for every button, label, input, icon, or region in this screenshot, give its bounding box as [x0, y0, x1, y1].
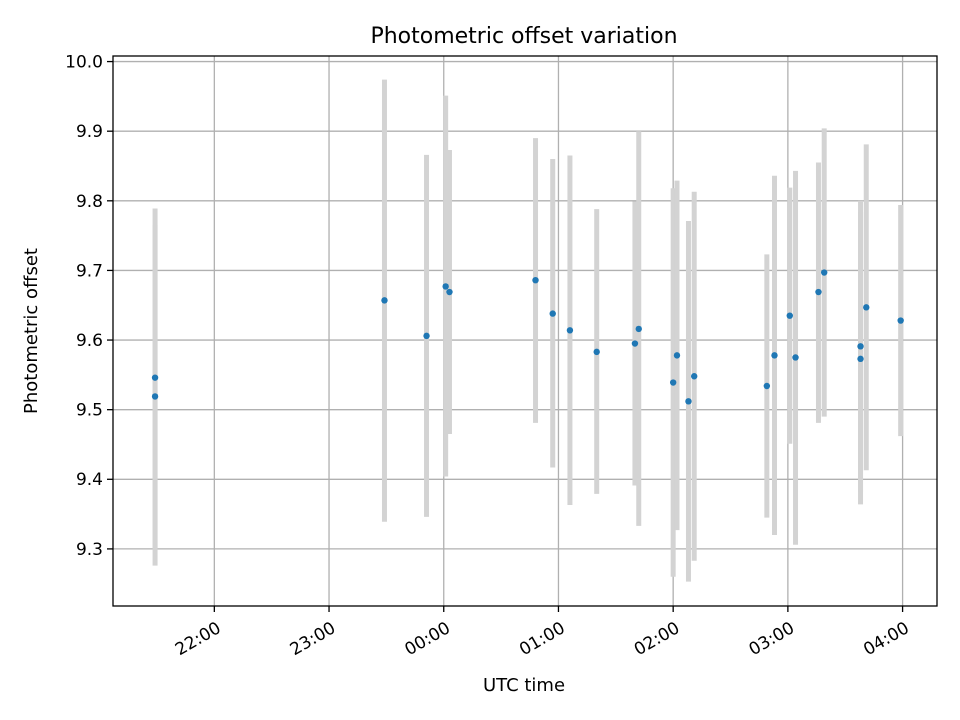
data-point — [690, 373, 698, 380]
data-point — [771, 352, 778, 359]
data-point — [821, 269, 828, 276]
x-axis-label: UTC time — [483, 675, 565, 696]
data-point — [792, 354, 799, 361]
data-point — [446, 288, 453, 296]
data-point — [423, 332, 430, 340]
data-point — [857, 343, 864, 350]
y-axis: 9.3 9.4 9.5 9.6 9.7 9.8 9.9 10.0 — [65, 53, 113, 560]
data-point — [635, 325, 642, 333]
y-tick-label: 9.9 — [76, 122, 103, 142]
data-point — [566, 327, 574, 334]
data-point — [815, 288, 822, 296]
y-tick-label: 9.8 — [76, 192, 103, 212]
chart-title: Photometric offset variation — [370, 24, 677, 49]
data-points — [151, 269, 904, 405]
plot-frame — [112, 55, 938, 607]
data-point — [685, 398, 692, 405]
y-tick-label: 9.5 — [76, 401, 103, 421]
y-axis-label: Photometric offset — [21, 248, 42, 414]
y-tick-label: 9.3 — [76, 540, 103, 560]
data-point — [151, 374, 159, 381]
data-point — [631, 340, 639, 347]
data-point — [593, 348, 600, 356]
data-point — [381, 297, 388, 304]
y-tick-label: 9.4 — [76, 470, 103, 490]
data-point — [532, 276, 539, 284]
data-point — [897, 317, 904, 324]
data-point — [151, 393, 159, 400]
data-point — [549, 310, 556, 317]
y-tick-label: 9.6 — [76, 331, 103, 351]
data-point — [863, 304, 870, 311]
data-point — [673, 352, 681, 359]
data-point — [857, 355, 864, 363]
y-tick-label: 9.7 — [76, 261, 103, 281]
data-point — [786, 312, 793, 319]
data-point — [442, 283, 449, 290]
y-tick-label: 10.0 — [65, 53, 103, 73]
data-point — [669, 379, 677, 386]
data-point — [763, 382, 771, 390]
